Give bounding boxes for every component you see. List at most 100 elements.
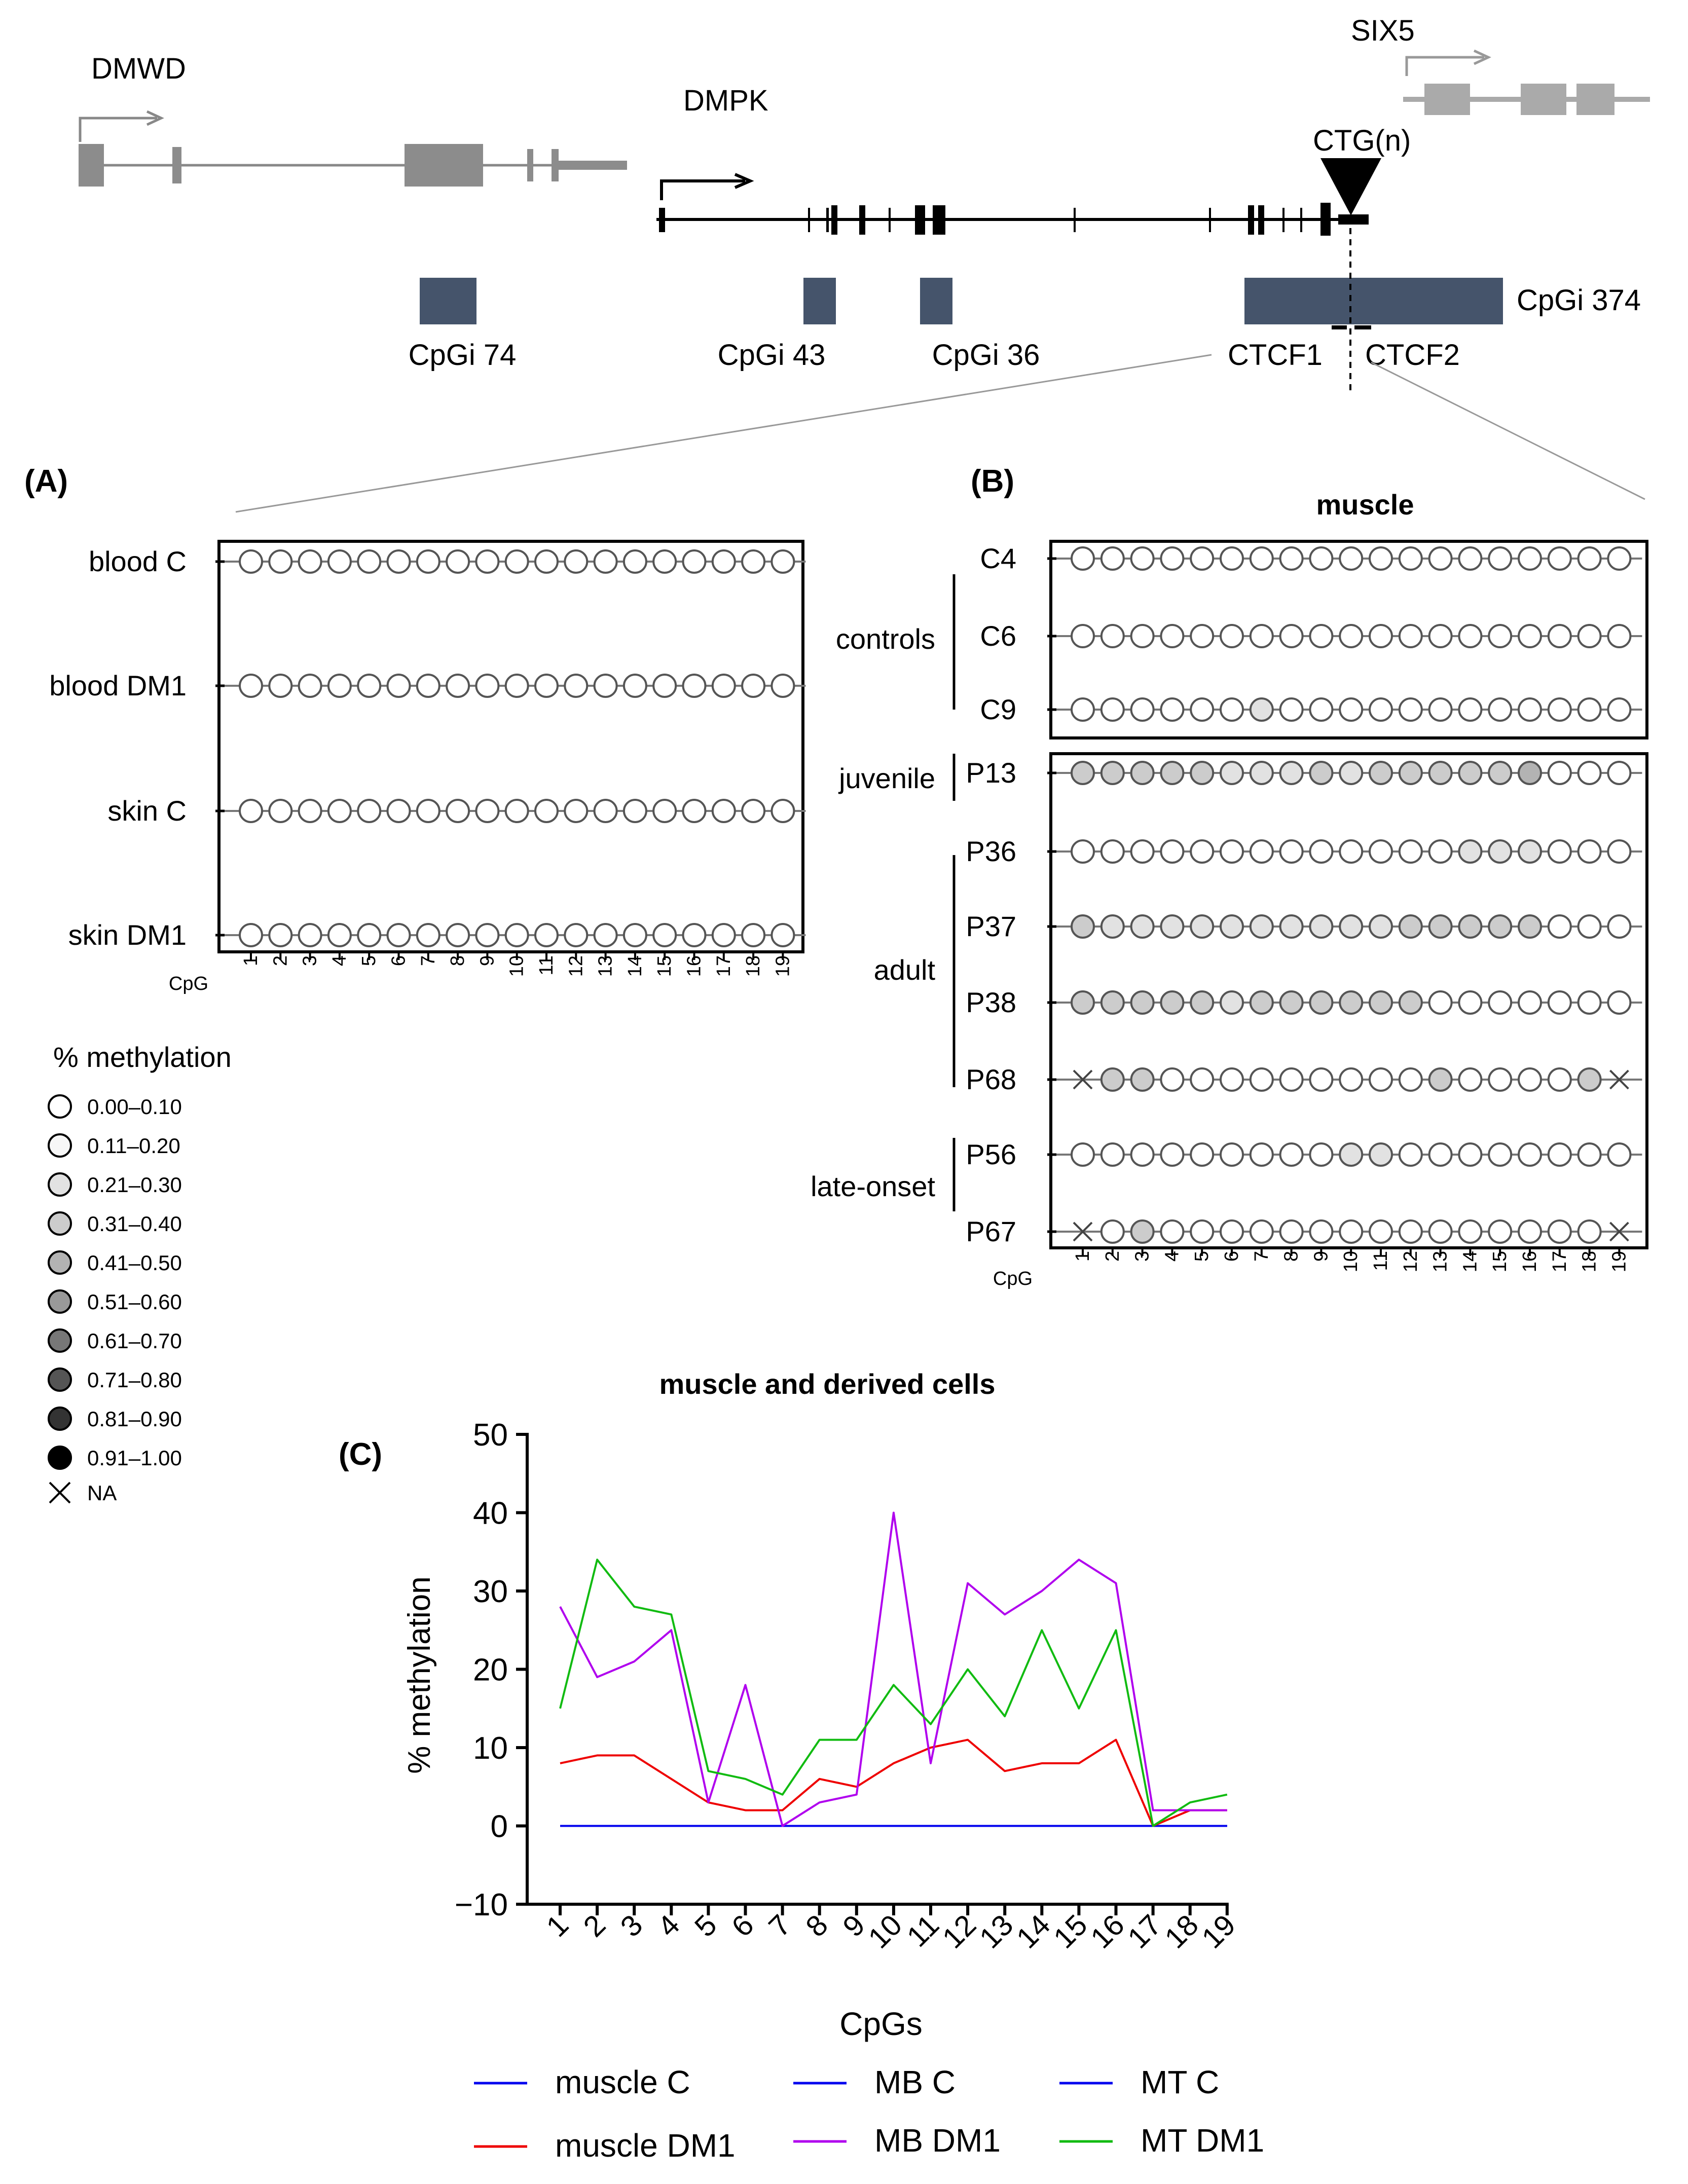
y-tick-label: 40	[473, 1496, 508, 1531]
legend-bin-label: 0.61–0.70	[87, 1329, 182, 1353]
methylation-dot	[770, 549, 795, 574]
methylation-dot	[564, 923, 589, 947]
methylation-dot	[622, 799, 647, 823]
methylation-dot	[1577, 1219, 1602, 1244]
methylation-dot	[1518, 990, 1542, 1015]
methylation-dot	[1398, 546, 1423, 571]
x-tick-label: 11	[536, 955, 557, 975]
methylation-dot	[298, 923, 322, 947]
x-tick-label: 9	[476, 955, 498, 966]
methylation-legend: % methylation 0.00–0.10 0.11–0.20 0.21–0.3…	[48, 1041, 232, 1505]
methylation-dot	[1547, 1142, 1572, 1167]
x-tick-label: 19	[1608, 1251, 1630, 1272]
methylation-dot	[1309, 761, 1334, 785]
methylation-dot	[239, 674, 263, 698]
methylation-dot	[1518, 546, 1542, 571]
methylation-dot	[1547, 990, 1572, 1015]
legend-items: 0.00–0.10 0.11–0.20 0.21–0.30 0.31–0.40 0.41…	[48, 1094, 182, 1505]
row-label: skin DM1	[68, 919, 187, 951]
methylation-dot	[1190, 697, 1215, 722]
x-tick-label: 19	[1195, 1908, 1242, 1955]
methylation-dot	[1577, 1067, 1602, 1092]
methylation-dot	[1488, 1067, 1513, 1092]
methylation-dot	[1279, 761, 1304, 785]
methylation-dot	[1100, 839, 1125, 864]
methylation-dot	[1339, 1067, 1364, 1092]
methylation-dot	[1071, 624, 1095, 648]
cpg-island	[1244, 278, 1503, 324]
methylation-dot	[593, 549, 618, 574]
methylation-dot	[593, 799, 618, 823]
methylation-dot	[1249, 761, 1274, 785]
dmwd-exon	[405, 144, 483, 187]
x-tick-label: 13	[1430, 1251, 1451, 1272]
legend-swatch	[48, 1289, 72, 1314]
panel-b-title: muscle	[1316, 489, 1414, 521]
x-tick-label: 2	[270, 955, 291, 966]
y-tick-label: 50	[473, 1418, 508, 1453]
chart-y-label: % methylation	[402, 1576, 437, 1773]
methylation-dot	[1130, 914, 1155, 939]
methylation-dot	[1130, 839, 1155, 864]
y-tick-label: 0	[491, 1809, 508, 1844]
methylation-dot	[711, 549, 736, 574]
panel-a-rows: blood C blood DM1 skin C skin DM1	[49, 545, 806, 951]
methylation-dot	[1577, 1142, 1602, 1167]
methylation-dot	[268, 799, 293, 823]
methylation-dot	[1577, 624, 1602, 648]
methylation-dot	[534, 799, 559, 823]
methylation-dot	[1220, 914, 1244, 939]
row-label: P13	[966, 757, 1016, 789]
methylation-dot	[652, 799, 677, 823]
cpg-island	[803, 278, 836, 324]
dmpk-tss-arrow	[660, 179, 745, 200]
methylation-dot	[1130, 1067, 1155, 1092]
x-tick-label: 18	[743, 955, 764, 977]
x-tick-label: 2	[1102, 1251, 1123, 1262]
methylation-dot	[1428, 697, 1453, 722]
panel-b: (B) muscle C4 C6 C9 P13 P36 P37 P38 P68 P56 P67 1…	[811, 464, 1648, 1289]
methylation-dot	[1190, 914, 1215, 939]
methylation-dot	[1607, 761, 1632, 785]
methylation-dot	[741, 923, 766, 947]
methylation-dot	[1279, 914, 1304, 939]
series-line	[559, 1511, 1227, 1827]
methylation-dot	[1398, 839, 1423, 864]
x-tick-label: 14	[1459, 1251, 1481, 1272]
legend-label: MT C	[1141, 2064, 1219, 2100]
row-label: P67	[966, 1215, 1016, 1247]
methylation-dot	[1577, 839, 1602, 864]
methylation-dot	[1190, 546, 1215, 571]
x-tick-label: 15	[1489, 1251, 1511, 1272]
methylation-dot	[1279, 1067, 1304, 1092]
dmwd-arrow-head-icon	[146, 110, 164, 126]
cpg-island	[420, 278, 476, 324]
legend-label: MT DM1	[1141, 2122, 1264, 2159]
methylation-dot	[1518, 1067, 1542, 1092]
methylation-dot	[1428, 761, 1453, 785]
methylation-dot	[1279, 546, 1304, 571]
methylation-dot	[1458, 1219, 1483, 1244]
methylation-dot	[1100, 1067, 1125, 1092]
panel-a-cpg-label: CpG	[169, 973, 208, 994]
methylation-dot	[1369, 546, 1393, 571]
methylation-dot	[416, 799, 441, 823]
x-tick-label: 16	[1519, 1251, 1540, 1272]
methylation-dot	[682, 674, 707, 698]
methylation-dot	[298, 674, 322, 698]
chart-title: muscle and derived cells	[659, 1368, 996, 1400]
methylation-dot	[1577, 546, 1602, 571]
methylation-dot	[682, 549, 707, 574]
methylation-dot	[1220, 1142, 1244, 1167]
row-label: P38	[966, 986, 1016, 1018]
methylation-dot	[1488, 546, 1513, 571]
methylation-dot	[1100, 1142, 1125, 1167]
methylation-dot	[386, 674, 411, 698]
panel-b-controls-frame	[1049, 540, 1648, 739]
methylation-dot	[1071, 914, 1095, 939]
series-line	[560, 1738, 1227, 1827]
methylation-dot	[1249, 546, 1274, 571]
methylation-dot	[1428, 1142, 1453, 1167]
legend-bin-label: 0.51–0.60	[87, 1290, 182, 1314]
